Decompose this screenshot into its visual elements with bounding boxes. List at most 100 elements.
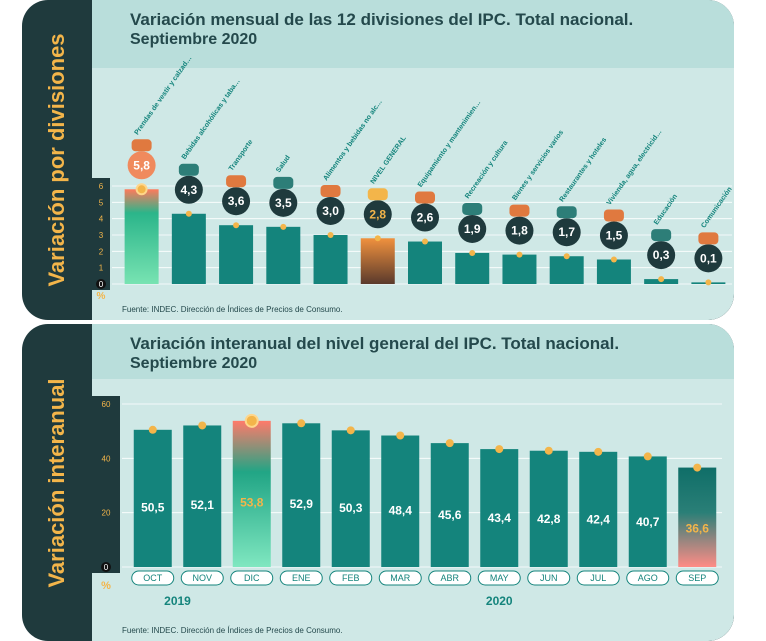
value-label: 2,8 (369, 207, 386, 221)
bar-top-dot (610, 256, 617, 263)
value-label: 2,6 (417, 211, 434, 225)
bar-top-dot (705, 279, 712, 286)
personal-care-icon (509, 204, 530, 217)
bar (678, 467, 717, 567)
source-note: Fuente: INDEC. Dirección de Índices de P… (122, 626, 343, 635)
value-bubble (363, 200, 392, 229)
side-title-divisions: Variación por divisiones (22, 0, 92, 320)
bar (219, 225, 254, 284)
value-label: 5,8 (133, 158, 150, 172)
yearly-chart-area: Variación interanual del nivel general d… (92, 324, 734, 641)
month-pill (626, 570, 670, 586)
value-label: 4,3 (181, 183, 198, 197)
month-label: NOV (192, 573, 212, 583)
bar (628, 456, 667, 567)
book-icon (651, 229, 672, 242)
monthly-bar-chart: 0 1 2 3 4 5 6% 5,8 Prendas de vestir y calzad… 4,… (92, 55, 734, 302)
bar (171, 213, 206, 284)
bar (133, 429, 172, 567)
phone-icon (698, 232, 719, 245)
shopping-bag-icon (367, 188, 388, 201)
y-tick-label: 40 (102, 454, 111, 463)
value-label: 50,3 (339, 501, 363, 515)
y-tick-label: 0 (99, 280, 104, 289)
category-label: Educación (653, 193, 679, 226)
bar-top-dot (693, 463, 702, 472)
bar-top-dot (658, 276, 665, 283)
bar (360, 238, 395, 284)
value-label: 0,3 (653, 248, 670, 262)
value-bubble (647, 241, 676, 270)
value-bubble (127, 151, 156, 180)
category-label: Comunicación (700, 186, 733, 230)
month-label: SEP (688, 573, 706, 583)
bar (124, 189, 159, 284)
y-tick-label: 20 (102, 509, 111, 518)
zero-marker (101, 562, 111, 572)
value-label: 40,7 (636, 515, 660, 529)
year-label-2020: 2020 (486, 594, 513, 608)
month-label: AGO (638, 573, 658, 583)
value-bubble (694, 244, 723, 273)
y-tick-label: 4 (99, 215, 104, 224)
bar (313, 235, 348, 284)
month-pill (180, 570, 224, 586)
month-pill (230, 570, 274, 586)
bar (183, 425, 222, 567)
yearly-bar-chart: 0 20 40 60% 50,5 OCT 52,1 NOV 53,8 DIC 52,9 ENE 50,3… (92, 396, 722, 608)
bar-top-dot (185, 210, 192, 217)
value-label: 3,0 (322, 204, 339, 218)
year-label-2019: 2019 (164, 594, 191, 608)
value-label: 3,6 (228, 194, 245, 208)
bar-top-dot (198, 421, 207, 430)
food-basket-icon (320, 185, 341, 197)
value-label: 45,6 (438, 508, 462, 522)
bar (381, 435, 420, 567)
value-label: 48,4 (389, 504, 413, 518)
month-pill (378, 570, 422, 586)
health-cross-icon (273, 176, 294, 189)
bar-top-dot (422, 238, 428, 245)
value-label: 1,7 (558, 225, 575, 239)
clothing-icon (131, 139, 152, 152)
y-tick-label: 0 (104, 563, 109, 572)
value-label: 42,4 (587, 513, 611, 527)
y-tick-label: 6 (99, 182, 104, 191)
bar (408, 241, 442, 284)
appliance-icon (415, 191, 435, 204)
bar (430, 443, 469, 567)
month-pill (477, 570, 521, 586)
month-label: DIC (244, 573, 260, 583)
month-label: ABR (440, 573, 459, 583)
category-label: Prendas de vestir y calzad… (134, 55, 194, 136)
y-tick-label: 2 (99, 247, 104, 256)
value-label: 52,9 (290, 497, 314, 511)
monthly-chart-header: Variación mensual de las 12 divisiones d… (92, 0, 734, 68)
value-bubble (458, 214, 487, 243)
house-bulb-icon (603, 209, 624, 222)
month-pill (279, 570, 323, 586)
bar-top-dot (327, 232, 334, 238)
category-label: NIVEL GENERAL (370, 134, 409, 185)
category-label: Alimentos y bebidas no alc… (322, 98, 384, 182)
y-tick-label: 1 (99, 264, 104, 273)
category-label: Vivienda, agua, electricid… (606, 128, 664, 206)
month-pill (428, 570, 472, 586)
monthly-divisions-panel: Variación por divisiones Variación mensu… (22, 0, 734, 320)
chart-title: Variación interanual del nivel general d… (130, 334, 620, 353)
value-bubble (505, 216, 534, 245)
category-label: Bebidas alcohólicas y taba… (181, 78, 242, 161)
value-label: 53,8 (240, 496, 264, 510)
side-title-text: Variación por divisiones (44, 33, 69, 287)
category-label: Transporte (228, 139, 255, 173)
chart-subtitle: Septiembre 2020 (130, 355, 258, 372)
chart-subtitle: Septiembre 2020 (130, 31, 258, 48)
month-label: FEB (342, 573, 360, 583)
value-bubble (174, 175, 203, 204)
y-tick-label: 3 (99, 231, 104, 240)
bar (502, 254, 537, 284)
month-label: MAY (490, 573, 509, 583)
value-bubble (316, 197, 345, 225)
month-label: MAR (390, 573, 411, 583)
bar-top-dot (233, 222, 240, 229)
